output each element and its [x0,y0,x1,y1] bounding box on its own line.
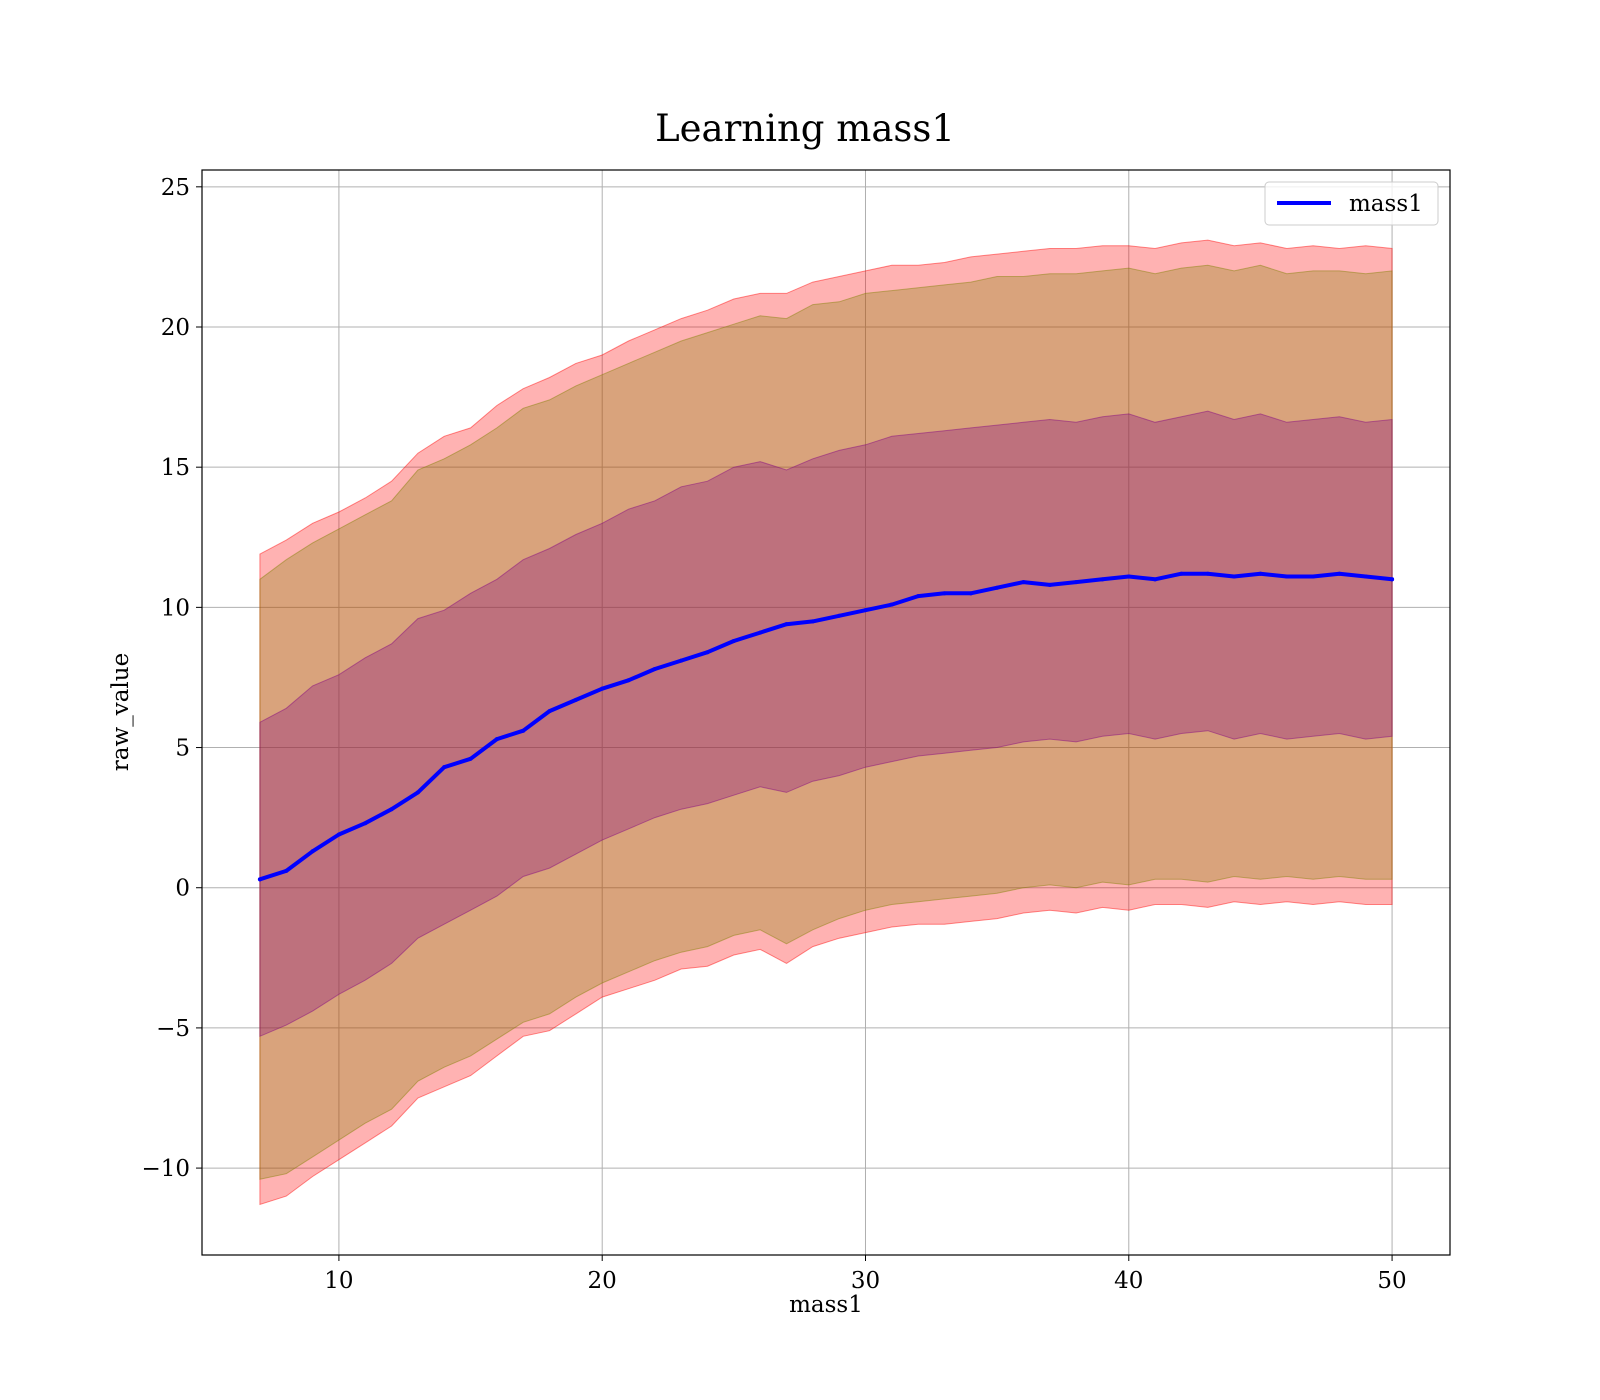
x-tick-label: 10 [324,1268,353,1294]
chart-title: Learning mass1 [655,107,955,150]
legend: mass1 [1264,181,1439,226]
y-axis-label: raw_value [108,653,134,771]
data-point [547,709,552,714]
data-point [810,619,815,624]
data-point [521,728,526,733]
data-point [1284,574,1289,579]
data-point [889,602,894,607]
data-point [389,807,394,812]
data-point [995,585,1000,590]
x-tick-label: 40 [1114,1268,1143,1294]
data-point [363,821,368,826]
series-line-mass1 [257,571,1395,882]
y-tick-label: 15 [161,455,190,481]
data-point [731,639,736,644]
x-tick-label: 30 [851,1268,880,1294]
y-tick-label: 10 [161,595,190,621]
data-point [1153,577,1158,582]
plot-frame [201,169,1451,1256]
legend-box [1264,181,1439,226]
data-point [1337,571,1342,576]
y-tick-label: −5 [156,1016,190,1042]
band-area-2 [259,264,1393,1180]
data-point [652,667,657,672]
x-tick-label: 20 [588,1268,617,1294]
x-axis-label: mass1 [789,1292,863,1318]
data-point [705,650,710,655]
data-point [968,591,973,596]
y-tick-label: 5 [175,736,190,762]
data-point [1100,577,1105,582]
data-point [679,658,684,663]
data-point [1021,580,1026,585]
data-point [942,591,947,596]
data-point [1258,571,1263,576]
x-tick-label: 50 [1377,1268,1406,1294]
data-point [442,765,447,770]
data-point [257,877,262,882]
y-axis: −10 −5 0 5 10 15 20 25 [141,175,202,1182]
data-point [863,608,868,613]
data-point [1074,580,1079,585]
data-point [1232,574,1237,579]
data-point [284,868,289,873]
data-point [468,756,473,761]
data-point [336,832,341,837]
legend-label-mass1: mass1 [1349,191,1423,217]
data-point [1179,571,1184,576]
data-point [916,594,921,599]
data-point [837,613,842,618]
band-area-1 [259,239,1393,1206]
grid-lines [202,170,1450,1255]
data-point [573,697,578,702]
band-area-3 [259,410,1393,1038]
y-tick-label: 0 [175,876,190,902]
data-point [626,678,631,683]
data-point [494,737,499,742]
data-point [310,849,315,854]
confidence-bands [259,239,1393,1206]
data-point [784,622,789,627]
data-point [600,686,605,691]
data-point [1205,571,1210,576]
x-axis: 10 20 30 40 50 [324,1255,1407,1294]
series-lines [257,571,1395,882]
data-point [1311,574,1316,579]
data-point [1126,574,1131,579]
data-point [415,790,420,795]
data-point [1047,582,1052,587]
data-point [1390,577,1395,582]
data-point [758,630,763,635]
y-tick-label: −10 [141,1156,190,1182]
y-tick-label: 25 [161,175,190,201]
y-tick-label: 20 [161,315,190,341]
data-point [1363,574,1368,579]
